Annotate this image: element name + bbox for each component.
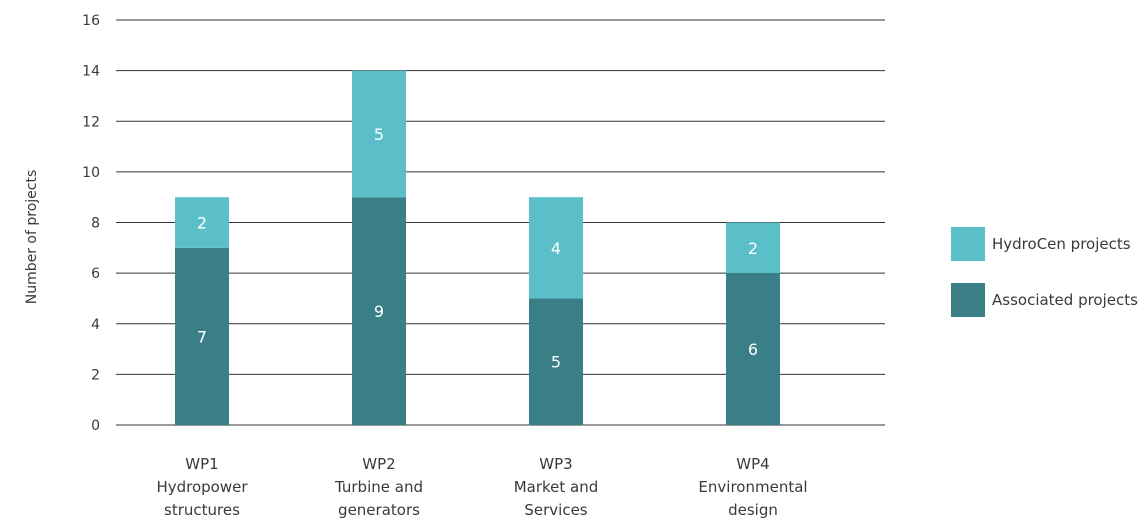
x-axis-categories: WP1 Hydropower structures WP2 Turbine and gen… [156, 455, 807, 519]
x-category-label-line: WP4 [736, 455, 769, 473]
legend: HydroCen projects Associated projects [951, 227, 1138, 317]
x-category-label: WP4 Environmental design [698, 455, 807, 519]
x-category-label-line: Market and [514, 478, 599, 496]
gridlines [116, 19, 885, 426]
bar-segment [175, 197, 229, 248]
x-category-label-line: WP2 [362, 455, 395, 473]
bars: 7 2 9 5 5 4 6 2 [175, 70, 780, 425]
data-label: 5 [551, 353, 561, 372]
y-tick-label: 4 [91, 317, 100, 333]
x-category-label-line: structures [164, 501, 240, 519]
y-tick-label: 14 [82, 64, 100, 80]
bar-segment [352, 197, 406, 425]
x-category-label-line: generators [338, 501, 420, 519]
data-label: 2 [197, 214, 207, 233]
bar-segment [529, 197, 583, 299]
y-tick-label: 8 [91, 216, 100, 232]
y-tick-label: 6 [91, 266, 100, 282]
data-label: 5 [374, 125, 384, 144]
y-tick-label: 12 [82, 114, 100, 130]
x-category-label-line: Services [524, 501, 587, 519]
x-category-label-line: Environmental [698, 478, 807, 496]
y-tick-label: 16 [82, 13, 100, 29]
bar-segment [175, 247, 229, 425]
x-category-label: WP3 Market and Services [514, 455, 599, 519]
bar-segment [352, 70, 406, 198]
y-tick-label: 0 [91, 418, 100, 434]
bar-segment [726, 273, 780, 425]
x-category-label-line: WP3 [539, 455, 572, 473]
x-category-label: WP1 Hydropower structures [156, 455, 248, 519]
x-category-label-line: WP1 [185, 455, 218, 473]
data-label: 6 [748, 340, 758, 359]
x-category-label-line: Turbine and [334, 478, 423, 496]
x-category-label: WP2 Turbine and generators [334, 455, 423, 519]
y-axis-label: Number of projects [24, 170, 40, 305]
legend-label: Associated projects [992, 291, 1138, 309]
y-tick-label: 10 [82, 165, 100, 181]
bar-segment [529, 298, 583, 425]
y-axis-ticks: 0 2 4 6 8 10 12 14 16 [82, 13, 100, 434]
data-label: 7 [197, 327, 207, 346]
bar-segment [726, 222, 780, 274]
x-category-label-line: Hydropower [156, 478, 248, 496]
legend-swatch [951, 283, 985, 317]
data-label: 9 [374, 302, 384, 321]
legend-label: HydroCen projects [992, 235, 1131, 253]
x-category-label-line: design [728, 501, 778, 519]
data-label: 2 [748, 239, 758, 258]
data-label: 4 [551, 239, 561, 258]
y-tick-label: 2 [91, 367, 100, 383]
legend-swatch [951, 227, 985, 261]
